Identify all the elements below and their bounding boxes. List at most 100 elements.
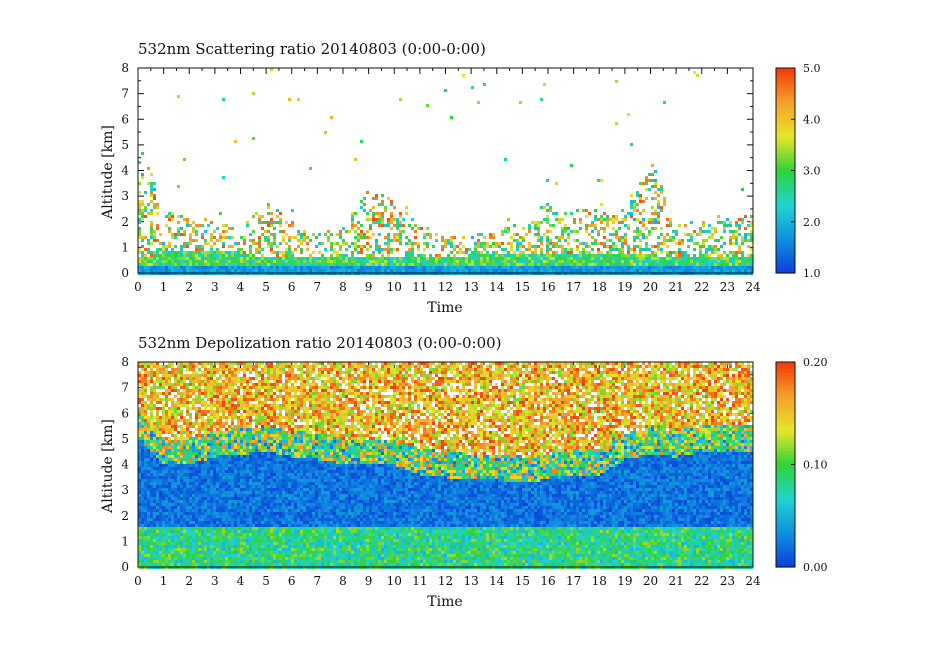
heatmap-cell bbox=[222, 467, 225, 470]
heatmap-cell bbox=[282, 263, 285, 266]
heatmap-cell bbox=[213, 515, 216, 518]
heatmap-cell bbox=[177, 260, 180, 263]
heatmap-cell bbox=[474, 269, 477, 272]
heatmap-cell bbox=[183, 452, 186, 455]
heatmap-cell bbox=[192, 506, 195, 509]
heatmap-cell bbox=[210, 485, 213, 488]
heatmap-cell bbox=[246, 260, 249, 263]
heatmap-cell bbox=[183, 551, 186, 554]
heatmap-cell bbox=[147, 212, 150, 215]
heatmap-cell bbox=[183, 428, 186, 431]
heatmap-cell bbox=[471, 236, 474, 239]
heatmap-cell bbox=[387, 257, 390, 260]
heatmap-cell bbox=[141, 557, 144, 560]
heatmap-cell bbox=[624, 266, 627, 269]
heatmap-cell bbox=[153, 551, 156, 554]
heatmap-cell bbox=[222, 269, 225, 272]
heatmap-cell bbox=[585, 251, 588, 254]
heatmap-cell bbox=[195, 476, 198, 479]
heatmap-cell bbox=[180, 401, 183, 404]
heatmap-cell bbox=[702, 254, 705, 257]
heatmap-cell bbox=[174, 434, 177, 437]
heatmap-cell bbox=[270, 260, 273, 263]
heatmap-cell bbox=[552, 263, 555, 266]
heatmap-cell bbox=[444, 242, 447, 245]
heatmap-cell bbox=[144, 434, 147, 437]
heatmap-cell bbox=[657, 245, 660, 248]
heatmap-cell bbox=[204, 548, 207, 551]
heatmap-cell bbox=[492, 257, 495, 260]
heatmap-cell bbox=[528, 248, 531, 251]
heatmap-cell bbox=[657, 206, 660, 209]
heatmap-cell bbox=[651, 218, 654, 221]
heatmap-cell bbox=[153, 236, 156, 239]
heatmap-cell bbox=[162, 527, 165, 530]
heatmap-cell bbox=[252, 254, 255, 257]
heatmap-cell bbox=[558, 263, 561, 266]
heatmap-cell bbox=[261, 227, 264, 230]
heatmap-cell bbox=[465, 263, 468, 266]
y-tick-label: 3 bbox=[121, 189, 129, 203]
heatmap-cell bbox=[669, 257, 672, 260]
heatmap-cell bbox=[216, 266, 219, 269]
heatmap-cell bbox=[183, 383, 186, 386]
heatmap-cell bbox=[225, 470, 228, 473]
heatmap-cell bbox=[144, 215, 147, 218]
heatmap-cell bbox=[147, 473, 150, 476]
heatmap-cell bbox=[183, 254, 186, 257]
heatmap-cell bbox=[216, 443, 219, 446]
heatmap-cell bbox=[309, 266, 312, 269]
heatmap-cell bbox=[219, 236, 222, 239]
heatmap-cell bbox=[225, 422, 228, 425]
heatmap-cell bbox=[669, 221, 672, 224]
heatmap-cell bbox=[459, 242, 462, 245]
heatmap-cell bbox=[153, 473, 156, 476]
heatmap-cell bbox=[366, 269, 369, 272]
heatmap-cell bbox=[690, 266, 693, 269]
heatmap-cell bbox=[171, 365, 174, 368]
heatmap-cell bbox=[513, 260, 516, 263]
heatmap-cell bbox=[192, 227, 195, 230]
heatmap-cell bbox=[219, 419, 222, 422]
heatmap-cell bbox=[192, 437, 195, 440]
heatmap-cell bbox=[222, 392, 225, 395]
heatmap-cell bbox=[204, 518, 207, 521]
heatmap-cell bbox=[201, 380, 204, 383]
heatmap-cell bbox=[549, 257, 552, 260]
heatmap-cell bbox=[666, 257, 669, 260]
heatmap-cell bbox=[183, 260, 186, 263]
heatmap-cell bbox=[483, 257, 486, 260]
heatmap-cell bbox=[204, 431, 207, 434]
heatmap-cell bbox=[144, 380, 147, 383]
heatmap-cell bbox=[210, 419, 213, 422]
heatmap-cell bbox=[225, 512, 228, 515]
heatmap-cell bbox=[276, 263, 279, 266]
heatmap-cell bbox=[231, 227, 234, 230]
heatmap-cell bbox=[459, 260, 462, 263]
heatmap-cell bbox=[168, 485, 171, 488]
heatmap-cell bbox=[156, 455, 159, 458]
heatmap-cell bbox=[456, 263, 459, 266]
heatmap-cell bbox=[201, 473, 204, 476]
heatmap-cell bbox=[699, 251, 702, 254]
heatmap-cell bbox=[492, 233, 495, 236]
heatmap-cell bbox=[210, 527, 213, 530]
heatmap-cell bbox=[399, 266, 402, 269]
heatmap-cell bbox=[471, 260, 474, 263]
heatmap-cell bbox=[231, 416, 234, 419]
heatmap-cell bbox=[219, 488, 222, 491]
heatmap-cell bbox=[711, 266, 714, 269]
heatmap-cell bbox=[183, 269, 186, 272]
y-tick-label: 5 bbox=[121, 432, 129, 446]
heatmap-cell bbox=[723, 224, 726, 227]
heatmap-cell bbox=[141, 401, 144, 404]
heatmap-cell bbox=[216, 539, 219, 542]
heatmap-cell bbox=[639, 266, 642, 269]
heatmap-cell bbox=[177, 227, 180, 230]
heatmap-cell bbox=[558, 218, 561, 221]
heatmap-cell bbox=[225, 428, 228, 431]
heatmap-cell bbox=[468, 266, 471, 269]
heatmap-cell bbox=[480, 245, 483, 248]
heatmap-cell bbox=[168, 230, 171, 233]
heatmap-cell bbox=[174, 410, 177, 413]
